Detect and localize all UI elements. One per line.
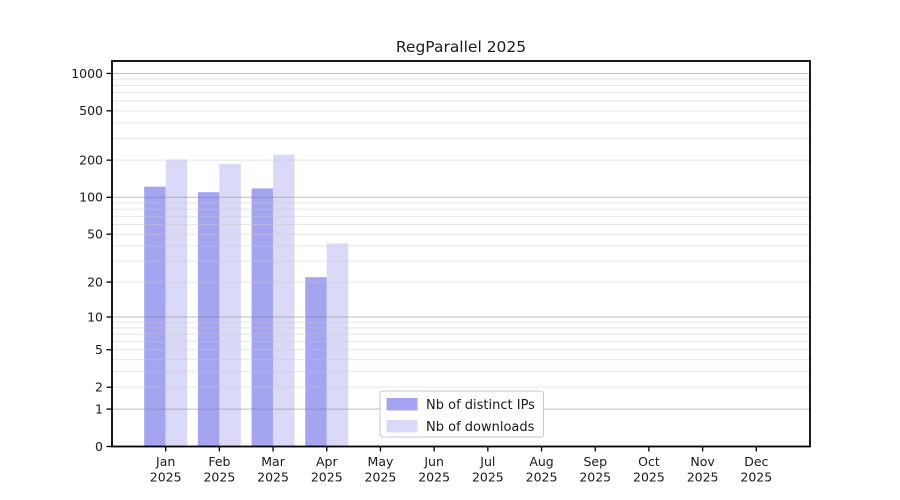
x-tick-label-year: 2025 bbox=[418, 470, 450, 485]
y-tick-label: 100 bbox=[79, 190, 103, 205]
x-tick-label-year: 2025 bbox=[150, 470, 182, 485]
x-tick-label-month: Nov bbox=[690, 454, 715, 469]
x-tick-label-month: Feb bbox=[208, 454, 230, 469]
y-tick-label: 500 bbox=[79, 103, 103, 118]
x-tick-label-month: Apr bbox=[316, 454, 338, 469]
y-tick-label: 1000 bbox=[71, 66, 103, 81]
x-tick-label-year: 2025 bbox=[526, 470, 558, 485]
x-tick-label-year: 2025 bbox=[311, 470, 343, 485]
bar-distinct-ips-apr bbox=[305, 277, 327, 447]
bar-downloads-jan bbox=[165, 159, 188, 447]
x-tick-label-month: Jul bbox=[479, 454, 495, 469]
bar-distinct-ips-feb bbox=[197, 192, 220, 447]
y-tick-label: 1 bbox=[95, 401, 103, 416]
y-tick-label: 5 bbox=[95, 342, 103, 357]
plot-border bbox=[111, 60, 811, 448]
x-tick-label-month: Mar bbox=[261, 454, 285, 469]
x-tick-label-year: 2025 bbox=[687, 470, 719, 485]
x-tick-label-month: Sep bbox=[583, 454, 607, 469]
x-tick-label-month: May bbox=[368, 454, 394, 469]
y-tick-label: 2 bbox=[95, 380, 103, 395]
legend-swatch-1 bbox=[386, 420, 418, 433]
x-tick-label-year: 2025 bbox=[579, 470, 611, 485]
x-tick-label-month: Jan bbox=[155, 454, 175, 469]
x-tick-label-year: 2025 bbox=[472, 470, 504, 485]
legend-label-1: Nb of downloads bbox=[426, 420, 535, 435]
y-tick-label: 200 bbox=[79, 153, 103, 168]
bar-downloads-mar bbox=[273, 154, 295, 447]
y-tick-label: 10 bbox=[87, 309, 103, 324]
x-tick-label-year: 2025 bbox=[365, 470, 397, 485]
y-tick-label: 50 bbox=[87, 227, 103, 242]
bar-downloads-apr bbox=[326, 243, 349, 447]
legend-swatch-0 bbox=[386, 398, 418, 411]
x-tick-label-year: 2025 bbox=[633, 470, 665, 485]
x-tick-label-month: Oct bbox=[638, 454, 660, 469]
x-tick-label-year: 2025 bbox=[257, 470, 289, 485]
chart-title: RegParallel 2025 bbox=[396, 38, 526, 56]
y-tick-label: 20 bbox=[87, 275, 103, 290]
bar-downloads-feb bbox=[219, 164, 241, 447]
x-tick-label-year: 2025 bbox=[740, 470, 772, 485]
x-tick-label-month: Jun bbox=[423, 454, 444, 469]
legend-label-0: Nb of distinct IPs bbox=[426, 398, 535, 413]
x-tick-label-month: Dec bbox=[744, 454, 768, 469]
y-tick-label: 0 bbox=[95, 439, 103, 454]
x-tick-label-year: 2025 bbox=[203, 470, 235, 485]
x-tick-label-month: Aug bbox=[529, 454, 553, 469]
legend-box bbox=[379, 390, 544, 438]
